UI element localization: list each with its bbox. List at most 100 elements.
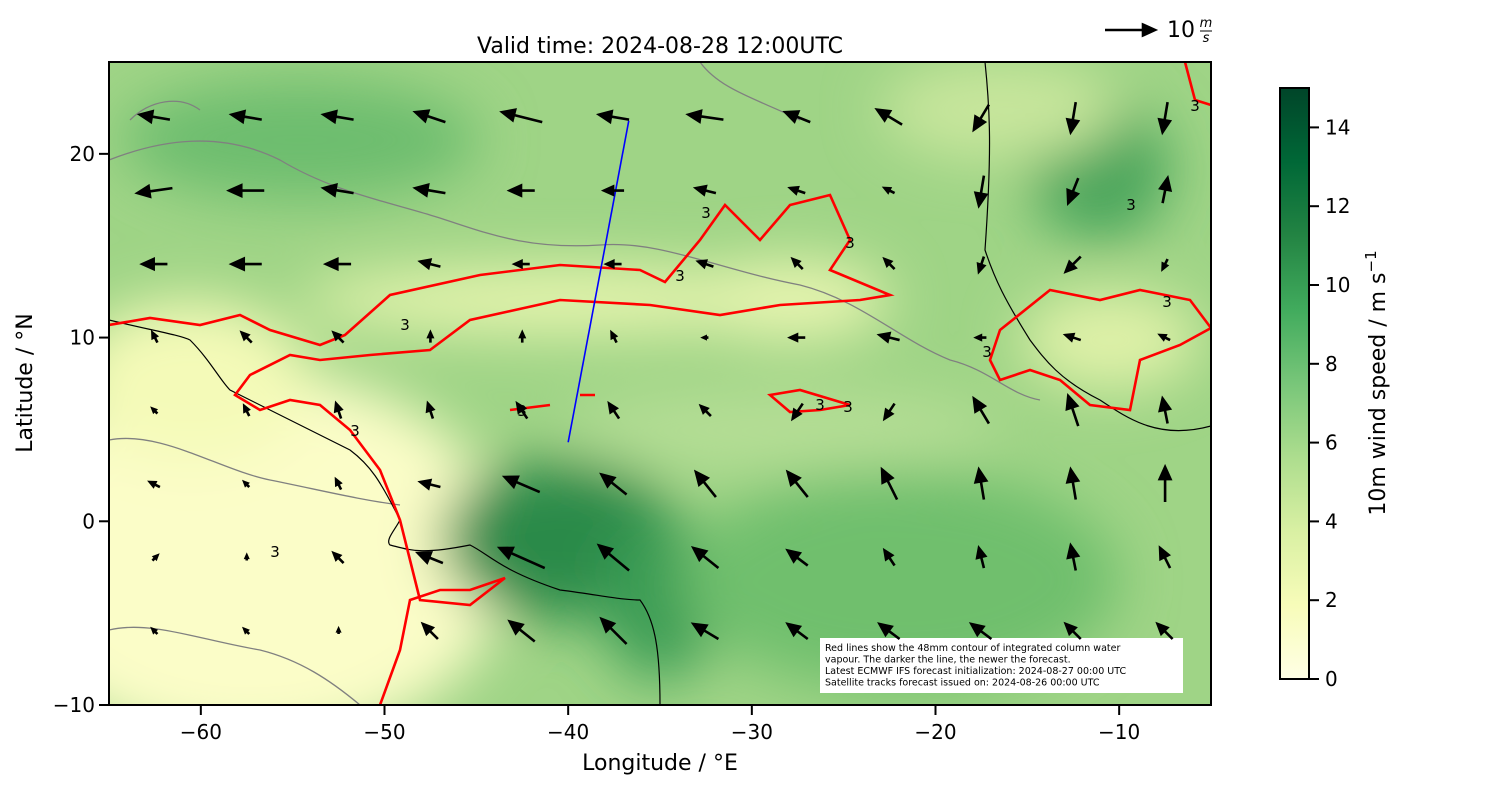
wind-arrow (426, 329, 435, 343)
colorbar-tick-label: 8 (1325, 352, 1338, 376)
wind-arrow (515, 400, 529, 420)
wind-arrow (242, 626, 251, 635)
contour-label: 3 (845, 234, 855, 252)
colorbar-tick-label: 10 (1325, 273, 1350, 297)
wind-arrow (595, 109, 630, 125)
wind-arrow (150, 406, 159, 415)
wind-arrow (692, 184, 717, 197)
wind-arrow (610, 329, 619, 344)
wind-arrow (1158, 174, 1173, 204)
wind-arrow (151, 553, 160, 562)
y-axis-label: Latitude / °N (13, 313, 38, 452)
wind-arrow (877, 622, 901, 641)
colorbar-label: 10m wind speed / m s−1 (1362, 250, 1391, 515)
x-tick-label: −30 (731, 720, 773, 744)
wind-arrow (242, 403, 251, 417)
wind-arrow (972, 395, 991, 425)
wind-arrow (1062, 332, 1082, 343)
wind-arrow (785, 622, 809, 641)
wind-arrow (1155, 621, 1174, 640)
y-tick-label: 20 (70, 142, 95, 166)
wind-arrow (968, 622, 993, 641)
wind-arrow (425, 400, 436, 419)
wind-arrow (972, 103, 991, 133)
contour-label: 3 (1126, 196, 1136, 214)
wind-arrow (973, 466, 989, 500)
contour-label: 3 (815, 396, 825, 414)
y-tick-label: 0 (82, 509, 95, 533)
wind-arrow (685, 109, 724, 124)
colorbar-tick-label: 6 (1325, 431, 1338, 455)
wind-arrow (228, 109, 262, 125)
wind-arrow (882, 547, 896, 567)
wind-arrow (1065, 393, 1080, 427)
wind-arrow (226, 183, 265, 199)
wind-arrow (1065, 101, 1081, 136)
y-tick-label: 10 (70, 326, 95, 350)
plot-frame (108, 61, 1212, 706)
wind-arrow (695, 259, 714, 270)
quiver-key-unit-den: s (1203, 31, 1210, 46)
contour-label: 3 (843, 398, 853, 416)
wind-arrow (607, 400, 621, 420)
contour-label: 3 (270, 543, 280, 561)
wind-arrow (876, 331, 900, 344)
x-tick-label: −60 (180, 720, 222, 744)
chart-title: Valid time: 2024-08-28 12:00UTC (477, 34, 843, 59)
wind-arrow (501, 475, 541, 494)
quiver-key-unit-num: m (1200, 16, 1213, 31)
colorbar-tick-label: 0 (1325, 667, 1338, 691)
annotation-line: vapour. The darker the line, the newer t… (825, 655, 1071, 666)
wind-arrow (698, 403, 712, 417)
wind-arrow (690, 622, 720, 641)
wind-arrow (417, 258, 441, 271)
wind-arrow (496, 546, 546, 570)
wind-arrow (136, 109, 171, 125)
wind-arrow (790, 402, 804, 422)
wind-arrow (335, 625, 342, 635)
wind-arrow (782, 110, 811, 124)
wind-arrow (331, 550, 345, 564)
wind-arrow (320, 182, 354, 198)
contour-label: 3 (675, 267, 685, 285)
wind-arrow (1066, 177, 1081, 207)
contour-label: 3 (350, 422, 360, 440)
wind-arrow (599, 616, 628, 645)
wind-arrow (333, 400, 344, 419)
wind-arrow (785, 548, 809, 567)
wind-arrow (787, 185, 806, 196)
wind-arrow (1157, 333, 1171, 342)
quiver-key-value: 10 (1167, 18, 1195, 43)
wind-arrow (243, 552, 250, 561)
wind-arrow (331, 330, 345, 344)
wind-arrow (973, 175, 989, 209)
wind-arrow (242, 479, 251, 488)
wind-arrow (881, 186, 896, 195)
wind-arrow (151, 329, 160, 344)
contour-red (109, 62, 1211, 705)
contour-gray (109, 62, 1041, 705)
wind-arrow (320, 109, 354, 125)
wind-arrow (976, 256, 987, 275)
annotation-line: Satellite tracks forecast issued on: 202… (825, 678, 1100, 689)
wind-arrow (1066, 542, 1081, 571)
wind-arrow (134, 183, 173, 199)
colorbar-label-exponent: −1 (1362, 250, 1380, 272)
wind-arrow (975, 544, 988, 569)
annotation-line: Latest ECMWF IFS forecast initialization… (825, 666, 1126, 677)
colorbar-tick-label: 2 (1325, 588, 1338, 612)
wind-arrow (599, 472, 628, 496)
wind-arrow (973, 333, 987, 342)
contour-label: 3 (701, 204, 711, 222)
wind-arrow (1158, 545, 1172, 569)
wind-arrow (882, 402, 896, 422)
wind-arrow (511, 259, 530, 270)
wind-arrow (228, 256, 262, 272)
wind-arrow (874, 107, 903, 126)
x-axis-label: Longitude / °E (582, 751, 738, 776)
wind-arrow (139, 257, 168, 272)
wind-arrow (600, 184, 625, 197)
wind-arrow (334, 476, 343, 491)
contour-label: 3 (982, 343, 992, 361)
colorbar-tick-label: 14 (1325, 115, 1350, 139)
